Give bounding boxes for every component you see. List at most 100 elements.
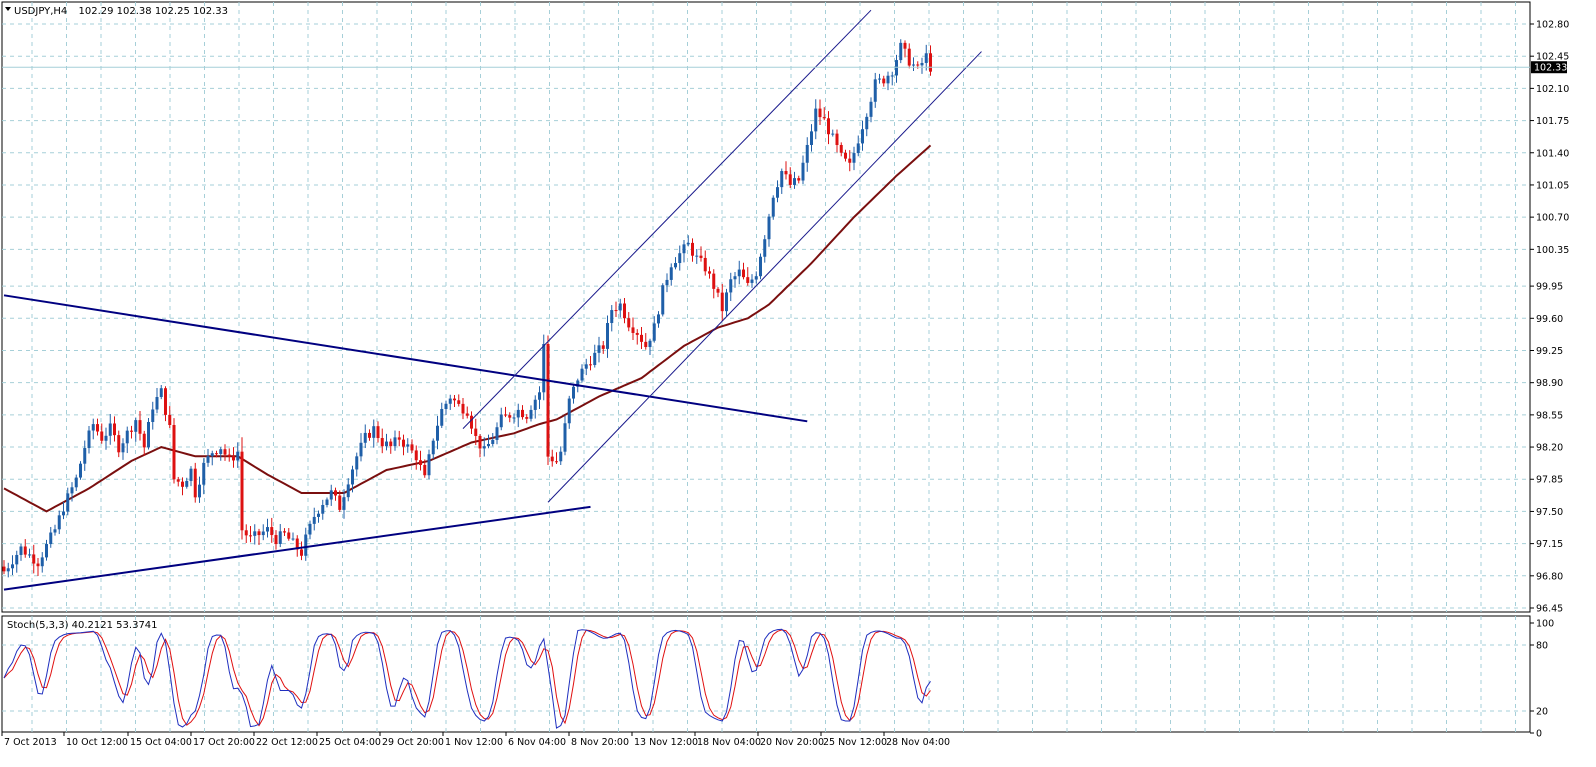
candle	[359, 433, 363, 462]
moving-average-layer	[3, 144, 932, 513]
candle-body	[763, 239, 767, 257]
candle	[754, 271, 758, 284]
candle-body	[304, 534, 308, 556]
candle-body	[125, 430, 129, 444]
candle	[283, 528, 286, 536]
channel-upper-line[interactable]	[462, 9, 872, 430]
stoch-y-axis[interactable]: 100 80 20 0	[1530, 619, 1554, 740]
candle-body	[461, 403, 465, 414]
candle	[66, 487, 70, 516]
candle	[810, 124, 813, 152]
candle	[746, 267, 750, 286]
trendlines-layer[interactable]	[3, 9, 982, 591]
chart-collapse-icon[interactable]	[5, 7, 11, 11]
candle	[597, 336, 601, 363]
candle	[521, 405, 524, 420]
candle	[368, 429, 371, 441]
candle-body	[108, 423, 112, 436]
candle-body	[491, 439, 495, 444]
candle-body	[210, 453, 214, 457]
x-tick-label: 28 Nov 04:00	[886, 737, 950, 748]
candle	[878, 73, 881, 84]
candle-body	[882, 78, 886, 84]
stoch-pane[interactable]	[1, 615, 1531, 733]
candle-body	[440, 409, 444, 426]
candle	[640, 327, 643, 349]
x-tick-label: 13 Nov 12:00	[634, 737, 698, 748]
candle-body	[567, 398, 571, 424]
candle-body	[470, 415, 473, 429]
candle	[516, 403, 520, 428]
candle-body	[865, 116, 869, 130]
price-y-axis[interactable]: 102.80 102.45 102.10 101.75 101.40 101.05 100.…	[1530, 20, 1569, 615]
candle-body	[406, 444, 410, 447]
candle-body	[325, 499, 329, 505]
candle	[550, 449, 554, 467]
channel-lower-line[interactable]	[547, 51, 982, 503]
candle	[776, 180, 779, 203]
candle-body	[742, 269, 745, 278]
candle	[814, 99, 818, 140]
candle	[338, 490, 342, 512]
candle-body	[329, 490, 333, 500]
candle	[873, 72, 877, 108]
candle-body	[788, 174, 792, 185]
candle-body	[542, 343, 546, 393]
stoch-tick-label: 0	[1536, 729, 1542, 740]
candle-body	[359, 442, 363, 457]
candle-body	[657, 314, 660, 324]
candle	[529, 405, 533, 422]
candle-body	[121, 443, 125, 453]
candle-body	[448, 398, 452, 404]
candle-body	[546, 343, 550, 457]
candle-body	[669, 267, 673, 280]
candle-body	[516, 409, 520, 418]
candle	[491, 433, 495, 447]
candle	[742, 262, 745, 280]
trendline-descending-resistance[interactable]	[3, 294, 808, 423]
candle	[504, 406, 507, 418]
candle-body	[363, 432, 367, 443]
candle-body	[797, 178, 801, 181]
y-tick-label: 96.80	[1536, 571, 1563, 582]
candle	[818, 99, 822, 125]
candle-body	[810, 131, 813, 145]
candle	[215, 450, 218, 458]
candle	[495, 422, 499, 445]
candle	[334, 487, 337, 501]
last-price-label: 102.33	[1534, 63, 1567, 74]
candle	[53, 524, 57, 536]
candle-body	[393, 437, 397, 447]
time-axis[interactable]: 7 Oct 2013 10 Oct 12:00 15 Oct 04:00 17 Oct…	[1, 732, 950, 748]
y-tick-label: 102.45	[1536, 52, 1569, 63]
candle	[822, 107, 826, 121]
candle-body	[665, 279, 669, 286]
candle	[852, 146, 856, 171]
candle-body	[317, 513, 320, 517]
candle-body	[601, 345, 605, 349]
candle	[546, 335, 550, 465]
candle-body	[584, 364, 588, 369]
candle-body	[66, 493, 70, 512]
candle	[419, 450, 422, 471]
candle	[929, 45, 932, 76]
candle-body	[827, 118, 830, 135]
candle	[232, 447, 235, 468]
candle	[304, 527, 308, 561]
trendline-ascending-support[interactable]	[3, 505, 591, 591]
candle	[376, 421, 380, 443]
candle-body	[198, 484, 201, 498]
candle-body	[104, 435, 108, 441]
candle-body	[96, 424, 99, 432]
candle	[618, 298, 622, 318]
candle	[300, 541, 303, 561]
y-tick-label: 98.20	[1536, 443, 1563, 454]
candle-body	[11, 564, 14, 569]
candle	[780, 168, 784, 194]
candle-body	[674, 263, 677, 268]
candle	[610, 305, 614, 332]
candle-body	[699, 255, 703, 258]
candle-body	[521, 409, 524, 418]
